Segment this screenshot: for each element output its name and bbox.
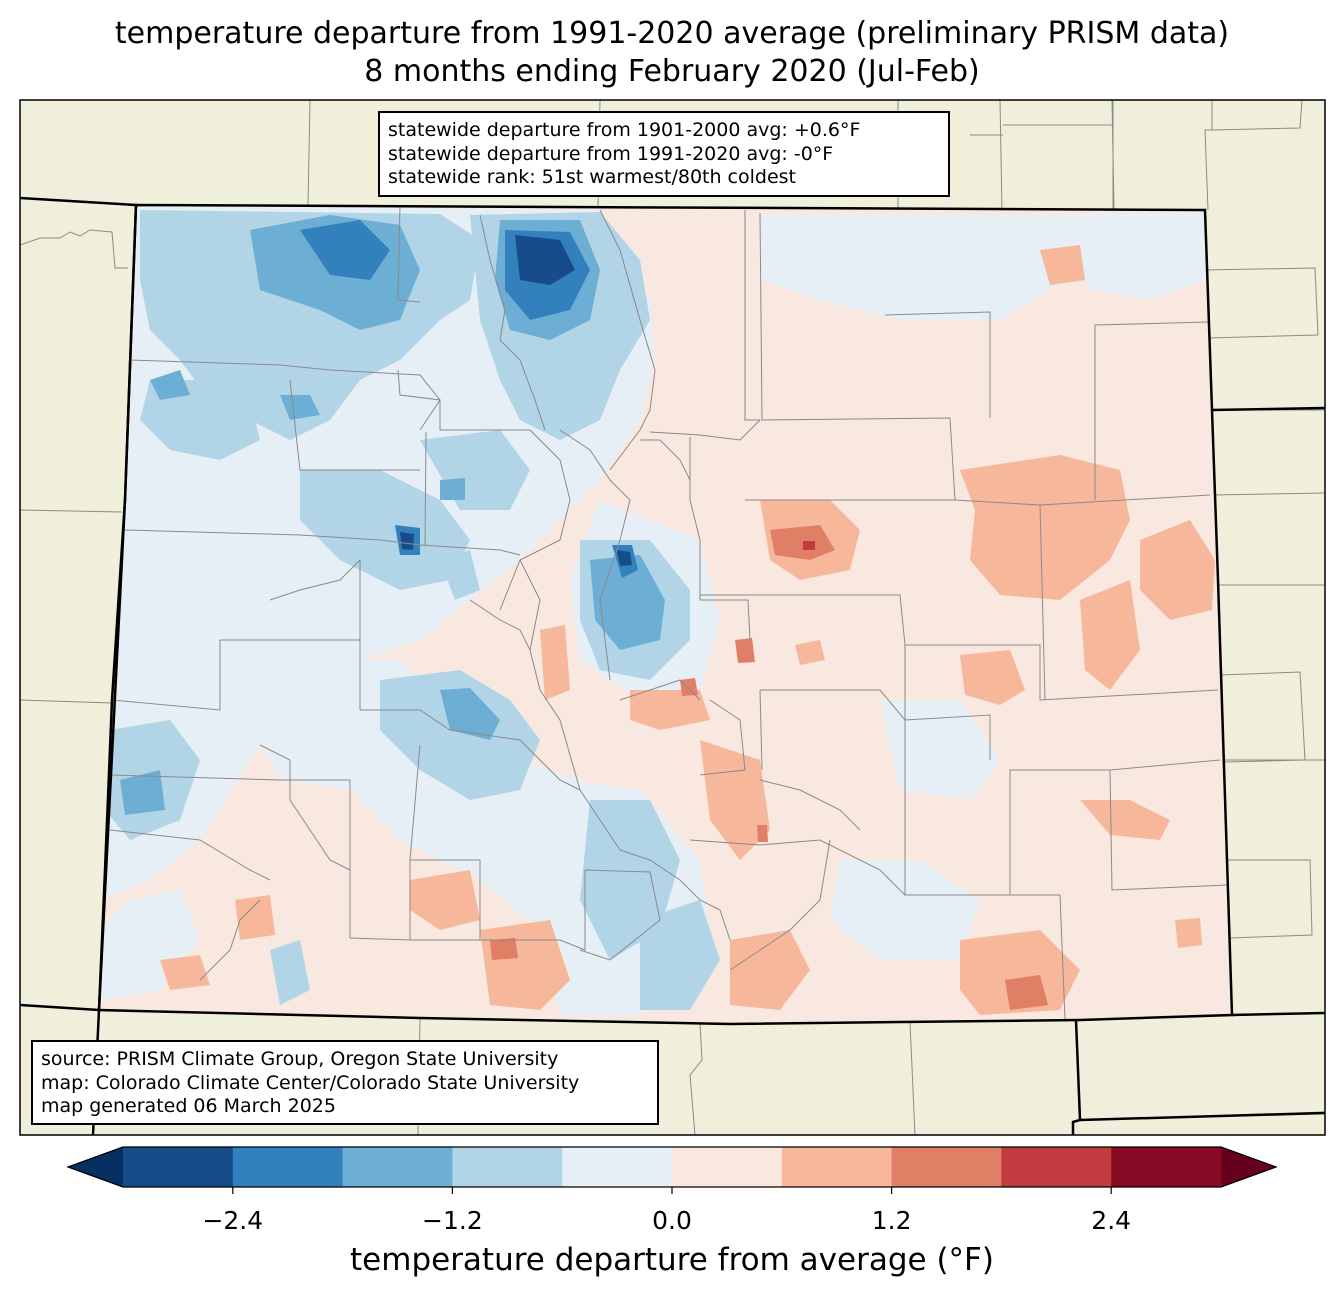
colorbar-tick-label: 2.4 <box>1091 1206 1132 1235</box>
statewide-stats-box: statewide departure from 1901-2000 avg: … <box>378 111 950 197</box>
colorbar-bin <box>1111 1147 1222 1187</box>
colorbar-under-extension <box>68 1147 123 1187</box>
colorbar-tick-label: −1.2 <box>422 1206 483 1235</box>
colorbar-tick-label: −2.4 <box>202 1206 264 1235</box>
colorbar-outline <box>66 1146 1278 1188</box>
colorbar-bin <box>342 1147 453 1187</box>
map-frame <box>19 99 1326 1136</box>
source-line-2: map: Colorado Climate Center/Colorado St… <box>41 1071 580 1094</box>
colorbar-bin <box>562 1147 673 1187</box>
colorbar-bin <box>232 1147 344 1187</box>
stats-line-2: statewide departure from 1991-2020 avg: … <box>388 142 834 165</box>
colorbar-bin <box>891 1147 1002 1187</box>
colorbar-tick-label: 1.2 <box>871 1206 912 1235</box>
source-line-3: map generated 06 March 2025 <box>41 1095 336 1117</box>
colorbar-over-extension <box>1221 1147 1276 1187</box>
temperature-contours <box>99 205 1215 1015</box>
stats-line-1: statewide departure from 1901-2000 avg: … <box>388 119 861 141</box>
colorbar-bin <box>1001 1147 1112 1187</box>
colorbar-tick-label: 0.0 <box>652 1206 692 1235</box>
stats-line-3: statewide rank: 51st warmest/80th coldes… <box>388 166 797 188</box>
source-box: source: PRISM Climate Group, Oregon Stat… <box>31 1040 659 1125</box>
map-title-line2: 8 months ending February 2020 (Jul-Feb) <box>364 54 980 89</box>
colorbar-bin <box>781 1147 893 1187</box>
colorbar-bin <box>672 1147 783 1187</box>
colorbar-title: temperature departure from average (°F) <box>350 1242 994 1278</box>
county-lines <box>109 205 1229 1021</box>
colorbar-bin <box>123 1147 234 1187</box>
source-line-1: source: PRISM Climate Group, Oregon Stat… <box>41 1048 559 1070</box>
map-title-line1: temperature departure from 1991-2020 ave… <box>114 16 1230 51</box>
colorbar <box>66 1146 1278 1194</box>
colorbar-bin <box>452 1147 563 1187</box>
